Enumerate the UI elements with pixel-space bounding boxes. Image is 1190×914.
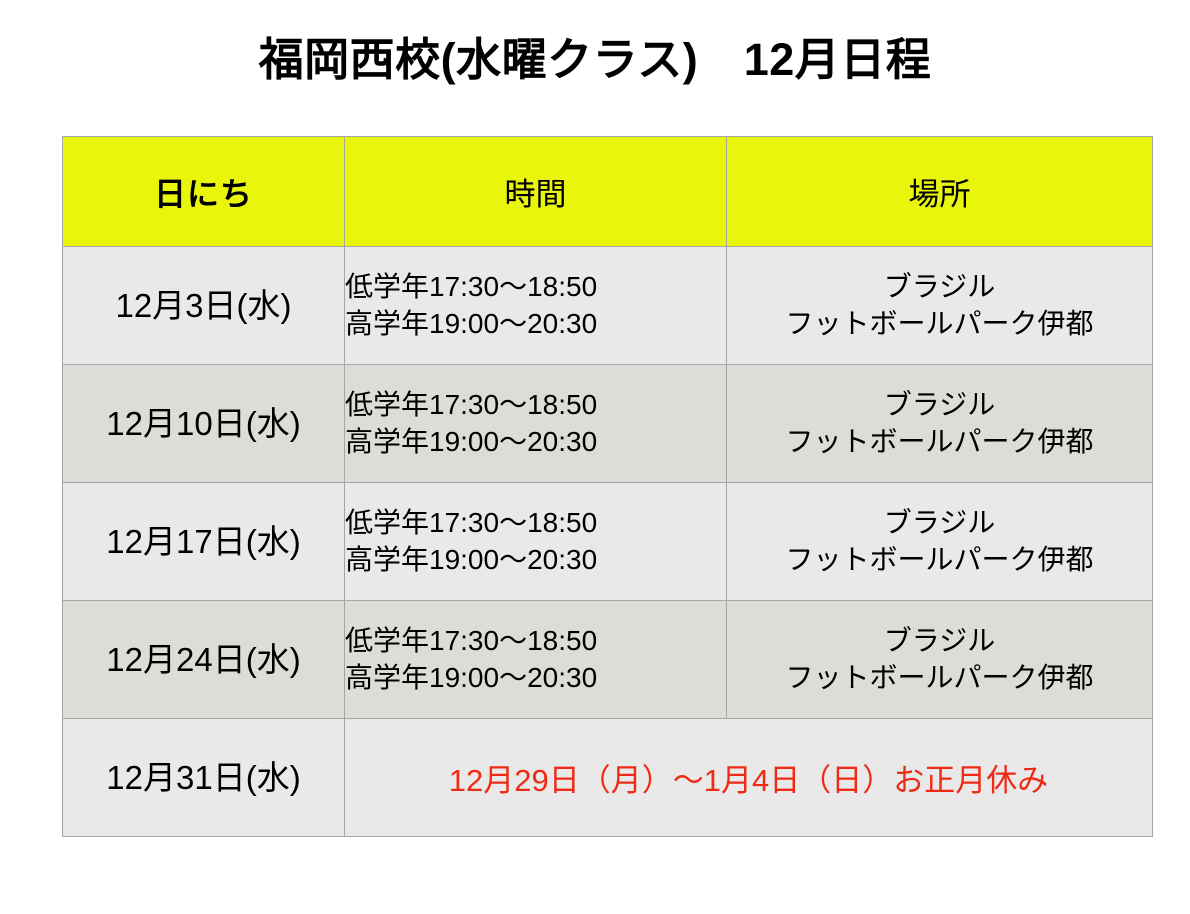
place-line-1: ブラジル (883, 624, 996, 656)
table-row: 12月3日(水) 低学年17:30〜18:50 高学年19:00〜20:30 ブ… (62, 246, 1153, 365)
place-line-2: フットボールパーク伊都 (785, 425, 1094, 457)
cell-place: ブラジル フットボールパーク伊都 (726, 482, 1153, 601)
cell-date: 12月3日(水) (62, 246, 345, 365)
time-line-lower-grade: 低学年17:30〜18:50 (345, 624, 598, 656)
cell-place: ブラジル フットボールパーク伊都 (726, 246, 1153, 365)
table-row: 12月10日(水) 低学年17:30〜18:50 高学年19:00〜20:30 … (62, 364, 1153, 483)
table-header-row: 日にち 時間 場所 (62, 136, 1153, 247)
time-line-upper-grade: 高学年19:00〜20:30 (345, 661, 598, 693)
cell-time: 低学年17:30〜18:50 高学年19:00〜20:30 (344, 246, 727, 365)
holiday-note: 12月29日（月）〜1月4日（日）お正月休み (344, 718, 1153, 837)
time-line-lower-grade: 低学年17:30〜18:50 (345, 270, 598, 302)
column-header-time: 時間 (344, 136, 727, 247)
place-line-2: フットボールパーク伊都 (785, 307, 1094, 339)
place-line-1: ブラジル (883, 270, 996, 302)
place-line-2: フットボールパーク伊都 (785, 661, 1094, 693)
table-row: 12月17日(水) 低学年17:30〜18:50 高学年19:00〜20:30 … (62, 482, 1153, 601)
cell-time: 低学年17:30〜18:50 高学年19:00〜20:30 (344, 600, 727, 719)
time-line-lower-grade: 低学年17:30〜18:50 (345, 388, 598, 420)
column-header-date: 日にち (62, 136, 345, 247)
time-line-upper-grade: 高学年19:00〜20:30 (345, 543, 598, 575)
table-row: 12月24日(水) 低学年17:30〜18:50 高学年19:00〜20:30 … (62, 600, 1153, 719)
schedule-table: 日にち 時間 場所 12月3日(水) 低学年17:30〜18:50 高学年19:… (62, 136, 1153, 837)
cell-time: 低学年17:30〜18:50 高学年19:00〜20:30 (344, 482, 727, 601)
time-line-upper-grade: 高学年19:00〜20:30 (345, 425, 598, 457)
place-line-1: ブラジル (883, 506, 996, 538)
page-title: 福岡西校(水曜クラス) 12月日程 (258, 34, 932, 85)
time-line-upper-grade: 高学年19:00〜20:30 (345, 307, 598, 339)
column-header-place: 場所 (726, 136, 1153, 247)
cell-place: ブラジル フットボールパーク伊都 (726, 364, 1153, 483)
cell-date: 12月24日(水) (62, 600, 345, 719)
cell-date: 12月31日(水) (62, 718, 345, 837)
table-row-holiday: 12月31日(水) 12月29日（月）〜1月4日（日）お正月休み (62, 718, 1153, 837)
cell-date: 12月17日(水) (62, 482, 345, 601)
time-line-lower-grade: 低学年17:30〜18:50 (345, 506, 598, 538)
cell-time: 低学年17:30〜18:50 高学年19:00〜20:30 (344, 364, 727, 483)
place-line-1: ブラジル (883, 388, 996, 420)
place-line-2: フットボールパーク伊都 (785, 543, 1094, 575)
cell-place: ブラジル フットボールパーク伊都 (726, 600, 1153, 719)
cell-date: 12月10日(水) (62, 364, 345, 483)
